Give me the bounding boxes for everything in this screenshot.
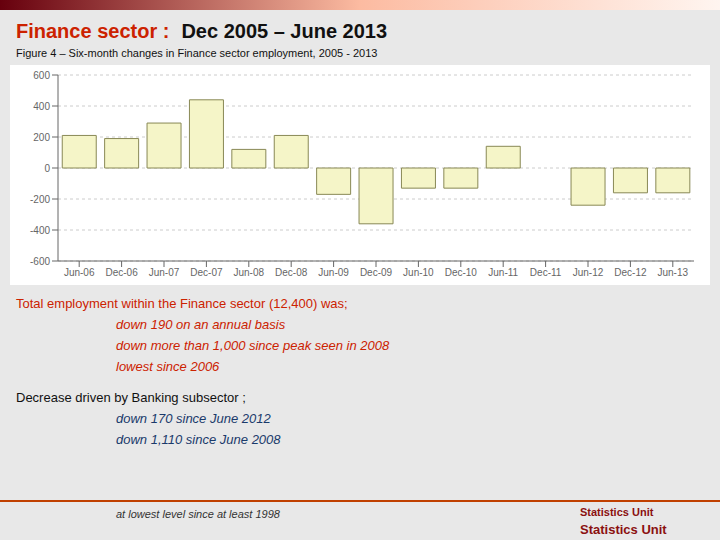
html-text:down more than 1,000 since pea: down more than 1,000 since peak seen in … <box>116 338 390 353</box>
svg-text:Dec-09: Dec-09 <box>360 267 393 278</box>
svg-text:-600: -600 <box>30 256 50 267</box>
html-text:Figure 4 – Six-month changes i: Figure 4 – Six-month changes in Finance … <box>16 47 378 59</box>
svg-text:Dec-07: Dec-07 <box>190 267 223 278</box>
svg-text:Jun-10: Jun-10 <box>403 267 434 278</box>
svg-text:Jun-09: Jun-09 <box>318 267 349 278</box>
svg-text:Dec-12: Dec-12 <box>614 267 647 278</box>
html-text:lowest since 2006: lowest since 2006 <box>116 359 220 374</box>
svg-text:Dec-11: Dec-11 <box>530 267 562 278</box>
html-text:at lowest level since at least: at lowest level since at least 1998 <box>116 508 280 520</box>
svg-text:Jun-06: Jun-06 <box>64 267 95 278</box>
html-text:down 190 on an annual basis: down 190 on an annual basis <box>116 317 286 332</box>
svg-text:600: 600 <box>33 70 50 81</box>
svg-text:Jun-07: Jun-07 <box>149 267 180 278</box>
svg-text:Jun-08: Jun-08 <box>234 267 265 278</box>
svg-text:Dec-08: Dec-08 <box>275 267 308 278</box>
html-text:Finance sector :: Finance sector : <box>16 20 170 42</box>
svg-text:-200: -200 <box>30 194 50 205</box>
html-text:down 170 since June 2012: down 170 since June 2012 <box>116 411 271 426</box>
svg-text:Jun-11: Jun-11 <box>488 267 518 278</box>
html-text:Decrease driven by Banking sub: Decrease driven by Banking subsector ; <box>16 390 246 405</box>
svg-text:0: 0 <box>44 163 50 174</box>
svg-text:200: 200 <box>33 132 50 143</box>
html-text:Dec 2005 – June 2013: Dec 2005 – June 2013 <box>181 20 388 42</box>
html-text:Total employment within the Fi: Total employment within the Finance sect… <box>16 296 348 311</box>
svg-text:Dec-06: Dec-06 <box>105 267 138 278</box>
svg-text:Dec-10: Dec-10 <box>445 267 478 278</box>
svg-text:Jun-13: Jun-13 <box>658 267 689 278</box>
svg-text:Jun-12: Jun-12 <box>573 267 604 278</box>
html-text:down 1,110 since June 2008: down 1,110 since June 2008 <box>116 432 281 447</box>
svg-text:-400: -400 <box>30 225 50 236</box>
html-text:Statistics Unit: Statistics Unit <box>580 522 667 537</box>
html-text:Statistics Unit: Statistics Unit <box>580 506 654 518</box>
svg-text:400: 400 <box>33 101 50 112</box>
